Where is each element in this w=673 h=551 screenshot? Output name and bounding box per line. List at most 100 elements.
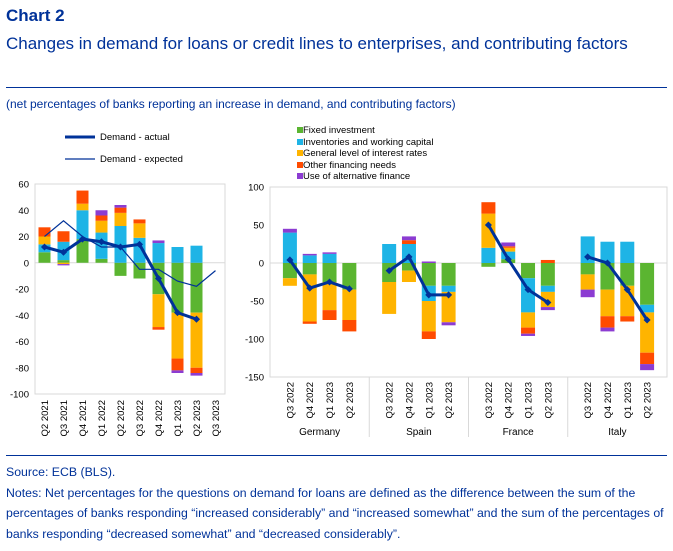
y-tick-label: 0 xyxy=(259,259,264,270)
euro-area-general-level-of-interest-rates-bar xyxy=(114,212,127,226)
demand-actual-marker xyxy=(192,315,201,323)
euro-area-general-level-of-interest-rates-bar xyxy=(171,312,184,359)
euro-area-use-of-alternative-finance-bar xyxy=(190,373,203,376)
demand-actual-marker xyxy=(97,238,106,246)
germany-inventories-and-working-capital-bar xyxy=(302,255,317,263)
demand-actual-marker xyxy=(623,286,631,294)
y-tick-label: -60 xyxy=(15,337,29,348)
euro-area-fixed-investment-bar xyxy=(76,239,89,263)
y-tick-label: -100 xyxy=(245,335,264,346)
y-tick-label: -40 xyxy=(15,311,29,322)
euro-area-general-level-of-interest-rates-bar xyxy=(95,220,108,233)
legend-other-financing-label: Other financing needs xyxy=(303,160,396,171)
x-tick-label: Q4 2021 xyxy=(78,400,89,436)
chart-area: Demand - actual Demand - expected Fixed … xyxy=(10,125,668,438)
france-other-financing-needs-bar xyxy=(501,246,516,248)
x-tick-label: Q2 2023 xyxy=(345,382,356,418)
x-tick-label: Q2 2023 xyxy=(192,400,203,436)
germany-fixed-investment-bar xyxy=(302,263,317,275)
spain-general-level-of-interest-rates-bar xyxy=(401,270,416,282)
euro-area-frame xyxy=(34,183,226,395)
germany-use-of-alternative-finance-bar xyxy=(282,228,297,233)
euro-area-other-financing-needs-bar xyxy=(38,227,51,237)
footer-notes: Source: ECB (BLS). Notes: Net percentage… xyxy=(6,462,668,544)
france-fixed-investment-bar xyxy=(540,263,555,286)
italy-general-level-of-interest-rates-bar xyxy=(580,274,595,290)
euro-area-use-of-alternative-finance-bar xyxy=(57,264,70,266)
y-tick-label: -20 xyxy=(15,285,29,296)
x-tick-label: Q3 2022 xyxy=(484,382,495,418)
italy-fixed-investment-bar xyxy=(580,263,595,275)
demand-actual-marker xyxy=(504,255,512,263)
demand-actual-marker xyxy=(154,274,163,283)
italy-use-of-alternative-finance-bar xyxy=(600,327,615,332)
x-tick-label: Q1 2023 xyxy=(325,382,336,418)
spain-demand-actual-line xyxy=(388,254,449,297)
italy-fixed-investment-bar xyxy=(600,263,615,290)
euro-area-other-financing-needs-bar xyxy=(57,231,70,242)
spain-use-of-alternative-finance-bar xyxy=(421,261,436,263)
spain-general-level-of-interest-rates-bar xyxy=(421,301,436,332)
euro-area-other-financing-needs-bar xyxy=(76,190,89,204)
x-tick-label: Q3 2022 xyxy=(135,400,146,436)
spain-use-of-alternative-finance-bar xyxy=(441,322,456,326)
germany-use-of-alternative-finance-bar xyxy=(322,252,337,254)
y-tick-label: -50 xyxy=(250,297,264,308)
y-tick-label: -80 xyxy=(15,363,29,374)
germany-use-of-alternative-finance-bar xyxy=(302,253,317,256)
x-tick-label: Q2 2023 xyxy=(543,382,554,418)
legend-interest-rates-swatch xyxy=(297,150,303,156)
euro-area-other-financing-needs-bar xyxy=(171,358,184,371)
spain-fixed-investment-bar xyxy=(421,263,436,286)
germany-general-level-of-interest-rates-bar xyxy=(342,289,357,320)
demand-actual-marker xyxy=(584,253,592,261)
euro-area-other-financing-needs-bar xyxy=(114,207,127,213)
spain-inventories-and-working-capital-bar xyxy=(441,285,456,292)
italy-general-level-of-interest-rates-bar xyxy=(640,312,655,353)
x-tick-label: Q2 2023 xyxy=(444,382,455,418)
germany-general-level-of-interest-rates-bar xyxy=(322,282,337,311)
france-other-financing-needs-bar xyxy=(521,327,536,334)
euro-area-other-financing-needs-bar xyxy=(152,327,165,330)
italy-inventories-and-working-capital-bar xyxy=(580,236,595,263)
italy-use-of-alternative-finance-bar xyxy=(640,364,655,371)
group-label-spain: Spain xyxy=(406,427,432,438)
bar-legend: Fixed investment Inventories and working… xyxy=(297,125,433,182)
chart-subtitle: (net percentages of banks reporting an i… xyxy=(6,97,456,111)
y-tick-label: 50 xyxy=(253,221,264,232)
title-divider xyxy=(6,87,667,88)
italy-other-financing-needs-bar xyxy=(600,316,615,328)
euro-area-fixed-investment-bar xyxy=(38,252,51,263)
x-tick-label: Q2 2022 xyxy=(116,400,127,436)
x-tick-label: Q4 2022 xyxy=(504,382,515,418)
germany-fixed-investment-bar xyxy=(342,263,357,290)
france-inventories-and-working-capital-bar xyxy=(501,251,516,260)
euro-area-use-of-alternative-finance-bar xyxy=(171,370,184,373)
demand-actual-marker xyxy=(405,253,413,261)
legend-fixed-investment-label: Fixed investment xyxy=(303,125,375,136)
demand-actual-marker xyxy=(484,221,492,229)
germany-other-financing-needs-bar xyxy=(342,320,357,332)
demand-actual-marker xyxy=(524,286,532,294)
france-use-of-alternative-finance-bar xyxy=(501,242,516,247)
euro-area-fixed-investment-bar xyxy=(190,262,203,313)
demand-actual-marker xyxy=(345,285,353,293)
germany-other-financing-needs-bar xyxy=(322,310,337,320)
demand-actual-marker xyxy=(135,240,144,248)
x-tick-label: Q1 2022 xyxy=(97,400,108,436)
y-tick-label: 20 xyxy=(18,232,29,243)
euro-area-other-financing-needs-bar xyxy=(133,219,146,224)
euro-area-inventories-and-working-capital-bar xyxy=(95,232,108,259)
demand-actual-marker xyxy=(306,284,314,292)
france-use-of-alternative-finance-bar xyxy=(521,333,536,336)
italy-general-level-of-interest-rates-bar xyxy=(600,289,615,317)
italy-inventories-and-working-capital-bar xyxy=(600,241,615,263)
legend-alt-finance-swatch xyxy=(297,173,303,179)
euro-area-inventories-and-working-capital-bar xyxy=(190,245,203,263)
euro-area-fixed-investment-bar xyxy=(95,258,108,263)
x-tick-label: Q1 2023 xyxy=(424,382,435,418)
source-line: Source: ECB (BLS). xyxy=(6,465,116,479)
italy-other-financing-needs-bar xyxy=(640,352,655,365)
legend-interest-rates-label: General level of interest rates xyxy=(303,148,427,159)
